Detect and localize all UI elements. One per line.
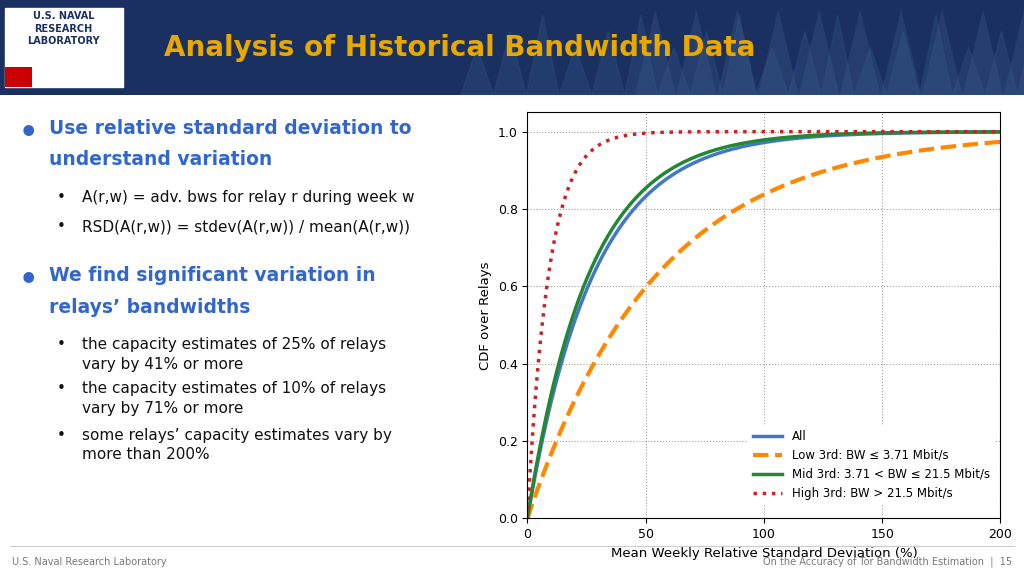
- Text: relays’ bandwidths: relays’ bandwidths: [49, 298, 251, 317]
- Text: the capacity estimates of 10% of relays
vary by 71% or more: the capacity estimates of 10% of relays …: [82, 381, 386, 416]
- Polygon shape: [840, 10, 881, 95]
- Polygon shape: [799, 10, 840, 95]
- Polygon shape: [756, 48, 788, 95]
- Polygon shape: [657, 48, 690, 95]
- Y-axis label: CDF over Relays: CDF over Relays: [479, 261, 493, 370]
- Polygon shape: [1018, 15, 1024, 95]
- Polygon shape: [559, 48, 592, 95]
- Polygon shape: [676, 10, 717, 95]
- Polygon shape: [963, 10, 1004, 95]
- Text: •: •: [56, 381, 66, 396]
- X-axis label: Mean Weekly Relative Standard Deviation (%): Mean Weekly Relative Standard Deviation …: [610, 547, 918, 560]
- Text: •: •: [56, 219, 66, 234]
- Polygon shape: [635, 10, 676, 95]
- Polygon shape: [625, 15, 657, 95]
- Polygon shape: [920, 15, 952, 95]
- Polygon shape: [592, 31, 625, 95]
- Polygon shape: [821, 15, 854, 95]
- Polygon shape: [887, 31, 920, 95]
- Text: the capacity estimates of 25% of relays
vary by 41% or more: the capacity estimates of 25% of relays …: [82, 337, 386, 372]
- Legend: All, Low 3rd: BW ≤ 3.71 Mbit/s, Mid 3rd: 3.71 < BW ≤ 21.5 Mbit/s, High 3rd: BW >: All, Low 3rd: BW ≤ 3.71 Mbit/s, Mid 3rd:…: [748, 425, 994, 505]
- Polygon shape: [985, 31, 1018, 95]
- Text: understand variation: understand variation: [49, 150, 272, 169]
- Polygon shape: [854, 48, 887, 95]
- Text: •: •: [56, 191, 66, 206]
- Text: On the Accuracy of Tor Bandwidth Estimation  |  15: On the Accuracy of Tor Bandwidth Estimat…: [763, 556, 1012, 567]
- Text: •: •: [56, 427, 66, 443]
- Polygon shape: [526, 15, 559, 95]
- Polygon shape: [952, 48, 985, 95]
- Polygon shape: [922, 10, 963, 95]
- Polygon shape: [717, 10, 758, 95]
- Text: •: •: [56, 337, 66, 352]
- Bar: [5, 7, 123, 88]
- Polygon shape: [1004, 10, 1024, 95]
- Polygon shape: [461, 48, 494, 95]
- Text: Analysis of Historical Bandwidth Data: Analysis of Historical Bandwidth Data: [164, 33, 756, 62]
- Polygon shape: [758, 10, 799, 95]
- Bar: [5, 67, 32, 88]
- Polygon shape: [881, 10, 922, 95]
- Polygon shape: [788, 31, 821, 95]
- Text: •: •: [18, 119, 38, 149]
- Text: some relays’ capacity estimates vary by
more than 200%: some relays’ capacity estimates vary by …: [82, 427, 392, 463]
- Text: •: •: [18, 266, 38, 295]
- Polygon shape: [690, 31, 723, 95]
- Text: U.S. NAVAL
RESEARCH
LABORATORY: U.S. NAVAL RESEARCH LABORATORY: [28, 11, 99, 46]
- Polygon shape: [494, 31, 526, 95]
- Polygon shape: [723, 15, 756, 95]
- Text: A(r,w) = adv. bws for relay r during week w: A(r,w) = adv. bws for relay r during wee…: [82, 191, 415, 206]
- Text: Use relative standard deviation to: Use relative standard deviation to: [49, 119, 412, 138]
- Text: U.S. Naval Research Laboratory: U.S. Naval Research Laboratory: [12, 557, 167, 567]
- Text: RSD(A(r,w)) = stdev(A(r,w)) / mean(A(r,w)): RSD(A(r,w)) = stdev(A(r,w)) / mean(A(r,w…: [82, 219, 410, 234]
- Text: We find significant variation in: We find significant variation in: [49, 266, 376, 285]
